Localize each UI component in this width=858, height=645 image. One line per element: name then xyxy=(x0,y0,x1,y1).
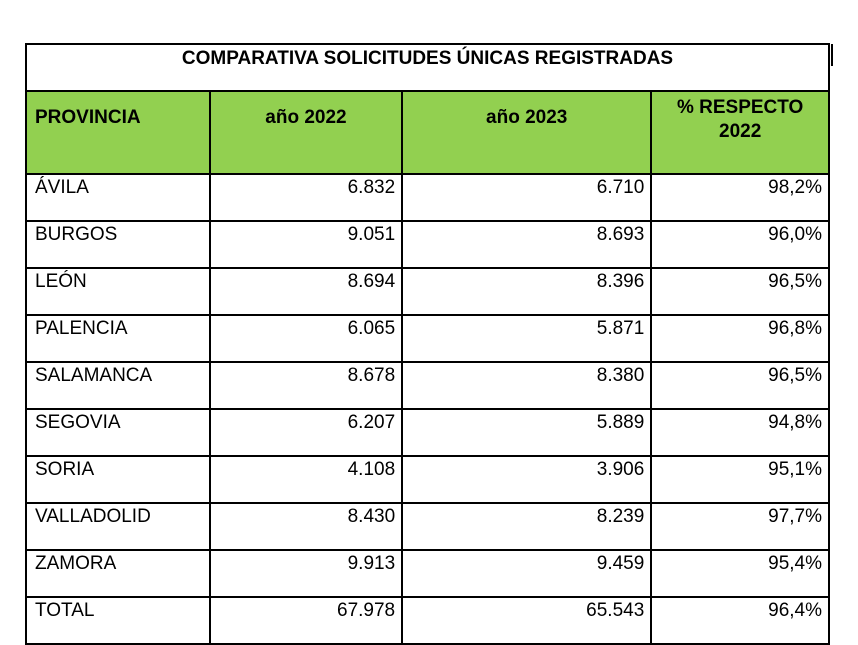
table-row: BURGOS 9.051 8.693 96,0% xyxy=(25,220,830,269)
province-cell: ZAMORA xyxy=(25,549,211,598)
title-row: COMPARATIVA SOLICITUDES ÚNICAS REGISTRAD… xyxy=(25,43,830,92)
percent-cell: 95,4% xyxy=(650,549,830,598)
percent-cell: 96,4% xyxy=(650,596,830,645)
percent-cell: 95,1% xyxy=(650,455,830,504)
province-cell: SEGOVIA xyxy=(25,408,211,457)
percent-cell: 98,2% xyxy=(650,173,830,222)
value-2023-cell: 6.710 xyxy=(401,173,653,222)
value-2022-cell: 8.694 xyxy=(208,267,404,316)
value-2023-cell: 5.871 xyxy=(401,314,653,363)
value-2022-cell: 8.430 xyxy=(208,502,404,551)
table-title: COMPARATIVA SOLICITUDES ÚNICAS REGISTRAD… xyxy=(25,43,830,92)
value-2023-cell: 8.239 xyxy=(401,502,653,551)
value-2022-cell: 6.207 xyxy=(208,408,404,457)
table-row: LEÓN 8.694 8.396 96,5% xyxy=(25,267,830,316)
province-cell: TOTAL xyxy=(25,596,211,645)
value-2022-cell: 4.108 xyxy=(208,455,404,504)
table-row: PALENCIA 6.065 5.871 96,8% xyxy=(25,314,830,363)
value-2022-cell: 67.978 xyxy=(208,596,404,645)
percent-cell: 96,5% xyxy=(650,361,830,410)
percent-cell: 96,0% xyxy=(650,220,830,269)
total-row: TOTAL 67.978 65.543 96,4% xyxy=(25,596,830,645)
percent-cell: 96,5% xyxy=(650,267,830,316)
header-provincia: PROVINCIA xyxy=(25,90,211,175)
province-cell: SALAMANCA xyxy=(25,361,211,410)
value-2023-cell: 8.693 xyxy=(401,220,653,269)
table-row: SALAMANCA 8.678 8.380 96,5% xyxy=(25,361,830,410)
province-cell: SORIA xyxy=(25,455,211,504)
header-2023: año 2023 xyxy=(401,90,653,175)
header-2022: año 2022 xyxy=(208,90,404,175)
province-cell: ÁVILA xyxy=(25,173,211,222)
comparison-table: COMPARATIVA SOLICITUDES ÚNICAS REGISTRAD… xyxy=(25,43,830,645)
value-2022-cell: 9.051 xyxy=(208,220,404,269)
header-percent: % RESPECTO 2022 xyxy=(650,90,830,175)
province-cell: VALLADOLID xyxy=(25,502,211,551)
table-row: ÁVILA 6.832 6.710 98,2% xyxy=(25,173,830,222)
table-row: ZAMORA 9.913 9.459 95,4% xyxy=(25,549,830,598)
table-row: VALLADOLID 8.430 8.239 97,7% xyxy=(25,502,830,551)
value-2023-cell: 8.380 xyxy=(401,361,653,410)
percent-cell: 94,8% xyxy=(650,408,830,457)
province-cell: BURGOS xyxy=(25,220,211,269)
table-row: SORIA 4.108 3.906 95,1% xyxy=(25,455,830,504)
percent-cell: 96,8% xyxy=(650,314,830,363)
value-2023-cell: 65.543 xyxy=(401,596,653,645)
value-2022-cell: 8.678 xyxy=(208,361,404,410)
value-2022-cell: 6.832 xyxy=(208,173,404,222)
cursor-line xyxy=(831,44,833,66)
value-2023-cell: 5.889 xyxy=(401,408,653,457)
value-2023-cell: 3.906 xyxy=(401,455,653,504)
province-cell: PALENCIA xyxy=(25,314,211,363)
province-cell: LEÓN xyxy=(25,267,211,316)
table-row: SEGOVIA 6.207 5.889 94,8% xyxy=(25,408,830,457)
value-2022-cell: 9.913 xyxy=(208,549,404,598)
value-2023-cell: 9.459 xyxy=(401,549,653,598)
percent-cell: 97,7% xyxy=(650,502,830,551)
value-2022-cell: 6.065 xyxy=(208,314,404,363)
value-2023-cell: 8.396 xyxy=(401,267,653,316)
header-row: PROVINCIA año 2022 año 2023 % RESPECTO 2… xyxy=(25,90,830,175)
